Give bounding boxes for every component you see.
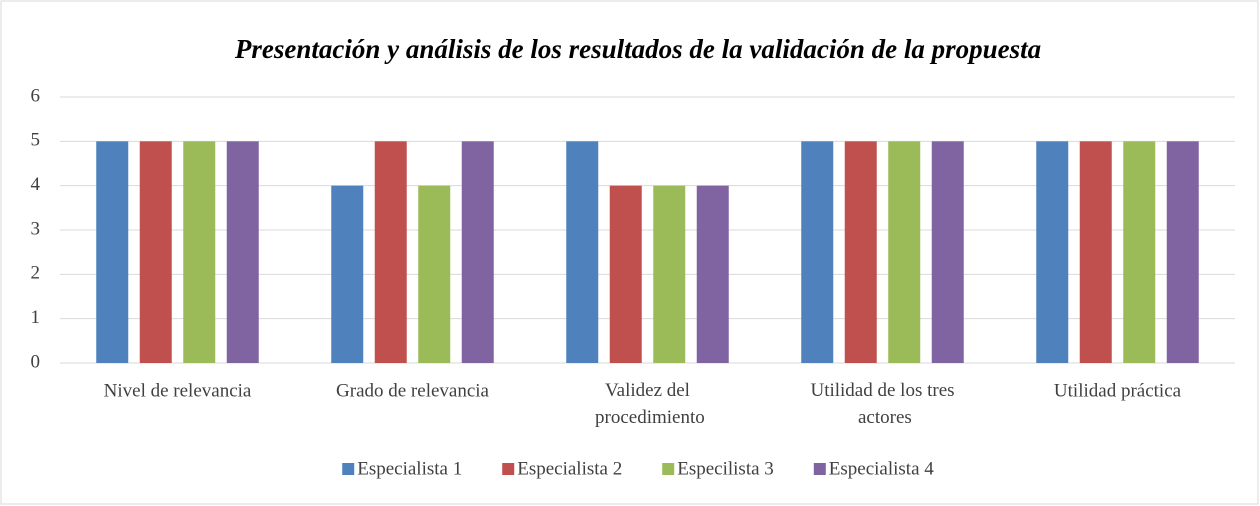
bar — [331, 185, 364, 363]
bar — [96, 141, 129, 363]
bar — [1166, 141, 1199, 363]
bar — [1123, 141, 1156, 363]
bar — [183, 141, 216, 363]
bar — [801, 141, 834, 363]
legend-label: Especialista 4 — [829, 458, 934, 479]
y-tick-label: 0 — [31, 351, 41, 372]
chart-title: Presentación y análisis de los resultado… — [234, 34, 1041, 64]
bar — [418, 185, 451, 363]
bar — [696, 185, 729, 363]
bar — [844, 141, 877, 363]
legend: Especialista 1 Especialista 2 Especilista … — [342, 458, 934, 479]
bar — [888, 141, 921, 363]
y-tick-label: 6 — [31, 85, 41, 106]
legend-label: Especialista 1 — [357, 458, 462, 479]
x-tick-label: Utilidad práctica — [1054, 380, 1182, 401]
legend-swatch — [813, 463, 826, 475]
bar — [226, 141, 259, 363]
legend-label: Especialista 2 — [517, 458, 622, 479]
legend-swatch — [662, 463, 675, 475]
bar — [1079, 141, 1112, 363]
y-tick-label: 4 — [31, 174, 41, 195]
x-tick-label: Grado de relevancia — [336, 380, 490, 401]
bar — [461, 141, 494, 363]
y-tick-label: 1 — [31, 307, 41, 328]
bar — [374, 141, 407, 363]
legend-swatch — [342, 463, 355, 475]
legend-label: Especilista 3 — [677, 458, 774, 479]
y-tick-label: 2 — [31, 263, 41, 284]
bar — [609, 185, 642, 363]
bar — [931, 141, 964, 363]
bar — [1036, 141, 1069, 363]
y-tick-label: 5 — [31, 130, 41, 151]
bar — [139, 141, 172, 363]
bar — [653, 185, 686, 363]
bar — [566, 141, 599, 363]
x-tick-label: Utilidad de los tres actores — [810, 380, 954, 428]
x-tick-label: Nivel de relevancia — [104, 380, 252, 401]
y-tick-label: 3 — [31, 218, 41, 239]
x-tick-label: Validez del procedimiento — [590, 380, 705, 428]
legend-swatch — [502, 463, 515, 475]
